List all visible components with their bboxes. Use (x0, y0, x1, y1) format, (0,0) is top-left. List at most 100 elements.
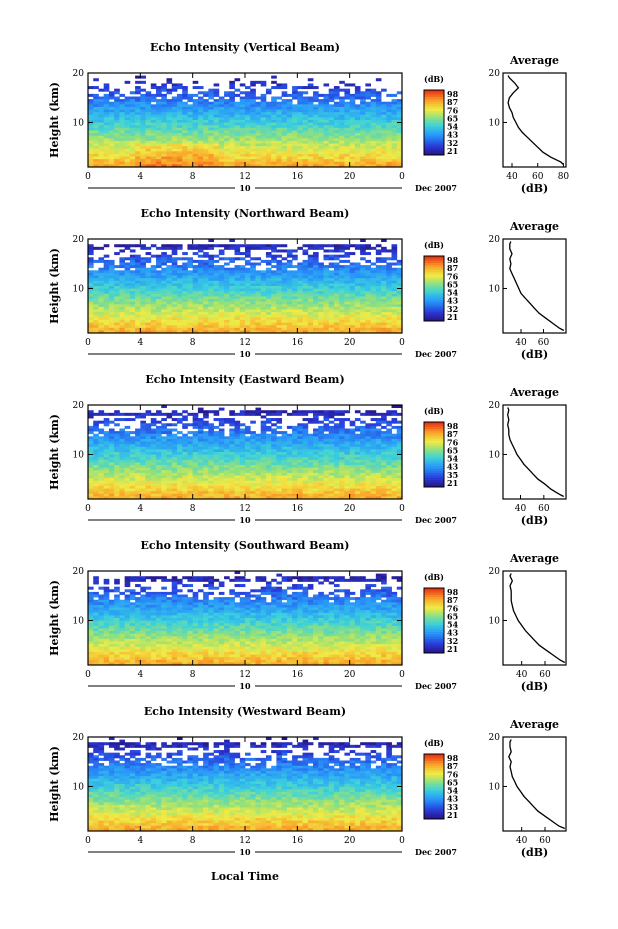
heatmap-cell (286, 412, 293, 416)
heatmap-cell (119, 138, 126, 142)
heatmap-cell (276, 278, 283, 282)
heatmap-cell (281, 491, 288, 495)
heatmap-cell (265, 267, 272, 271)
heatmap-cell (224, 140, 230, 144)
heatmap-cell (93, 306, 99, 310)
heatmap-cell (229, 80, 235, 84)
heatmap-cell (302, 161, 309, 165)
heatmap-cell (224, 112, 230, 116)
heatmap-cell (271, 449, 277, 453)
colorbar-segment (424, 115, 444, 119)
heatmap-cell (281, 444, 288, 448)
heatmap-cell (156, 325, 162, 329)
heatmap-cell (156, 275, 162, 279)
heatmap-cell (161, 106, 167, 110)
heatmap-cell (192, 286, 199, 290)
heatmap-cell (271, 493, 277, 497)
heatmap-cell (360, 138, 366, 142)
heatmap-cell (307, 309, 314, 313)
heatmap-cell (218, 272, 225, 276)
heatmap-cell (292, 133, 298, 137)
heatmap-cell (375, 120, 382, 124)
heatmap-cell (239, 452, 246, 456)
heatmap-cell (328, 106, 335, 110)
heatmap-cell (119, 480, 126, 484)
heatmap-cell (255, 146, 262, 150)
heatmap-cell (182, 272, 188, 276)
heatmap-cell (124, 441, 131, 445)
heatmap-cell (271, 330, 277, 334)
colorbar-segment (424, 94, 444, 98)
heatmap-cell (245, 428, 251, 432)
heatmap-cell (192, 420, 199, 424)
heatmap-cell (239, 462, 246, 466)
heatmap-cell (318, 270, 324, 274)
heatmap-cell (108, 125, 115, 129)
heatmap-cell (114, 112, 120, 116)
heatmap-cell (271, 288, 277, 292)
colorbar-segment (424, 110, 444, 114)
heatmap-cell (302, 425, 309, 429)
heatmap-cell (323, 122, 330, 126)
heatmap-cell (161, 480, 167, 484)
heatmap-cell (114, 309, 120, 313)
heatmap-cell (119, 462, 126, 466)
heatmap-cell (354, 291, 361, 295)
heatmap-cell (370, 109, 377, 113)
heatmap-cell (156, 436, 162, 440)
heatmap-cell (360, 91, 366, 95)
heatmap-cell (271, 117, 277, 121)
heatmap-cell (286, 483, 293, 487)
heatmap-cell (245, 472, 251, 476)
heatmap-cell (103, 306, 110, 310)
heatmap-cell (108, 127, 115, 131)
heatmap-cell (307, 130, 314, 134)
heatmap-cell (354, 143, 361, 147)
heatmap-cell (313, 244, 319, 248)
heatmap-cell (386, 159, 392, 163)
heatmap-cell (265, 246, 272, 250)
heatmap-cell (276, 319, 283, 323)
heatmap-cell (286, 270, 293, 274)
heatmap-cell (396, 259, 403, 263)
heatmap-cell (245, 262, 251, 266)
heatmap-cell (302, 472, 309, 476)
heatmap-cell (281, 472, 288, 476)
heatmap-cell (140, 493, 146, 497)
heatmap-cell (286, 153, 293, 157)
heatmap-cell (203, 438, 209, 442)
heatmap-cell (93, 493, 99, 497)
heatmap-cell (98, 125, 105, 129)
heatmap-cell (124, 262, 131, 266)
heatmap-cell (333, 299, 340, 303)
heatmap-cell (375, 252, 382, 256)
heatmap-cell (192, 459, 199, 463)
heatmap-cell (229, 140, 235, 144)
heatmap-cell (323, 114, 330, 118)
heatmap-cell (260, 286, 267, 290)
heatmap-cell (161, 465, 167, 469)
heatmap-cell (313, 148, 319, 152)
heatmap-cell (176, 441, 183, 445)
heatmap-cell (354, 153, 361, 157)
heatmap-cell (354, 156, 361, 160)
heatmap-cell (119, 452, 126, 456)
heatmap-cell (129, 99, 136, 103)
heatmap-cell (281, 291, 288, 295)
heatmap-cell (318, 330, 324, 334)
heatmap-cell (98, 106, 105, 110)
heatmap-cell (365, 114, 371, 118)
colorbar-segment (424, 131, 444, 135)
heatmap-cell (98, 140, 105, 144)
heatmap-cell (386, 306, 392, 310)
heatmap-cell (281, 101, 288, 105)
heatmap-cell (281, 312, 288, 316)
heatmap-cell (166, 449, 173, 453)
heatmap-cell (114, 491, 120, 495)
heatmap-cell (381, 104, 387, 108)
heatmap-cell (265, 159, 272, 163)
heatmap-cell (192, 418, 199, 422)
heatmap-cell (302, 457, 309, 461)
heatmap-cell (250, 83, 256, 87)
